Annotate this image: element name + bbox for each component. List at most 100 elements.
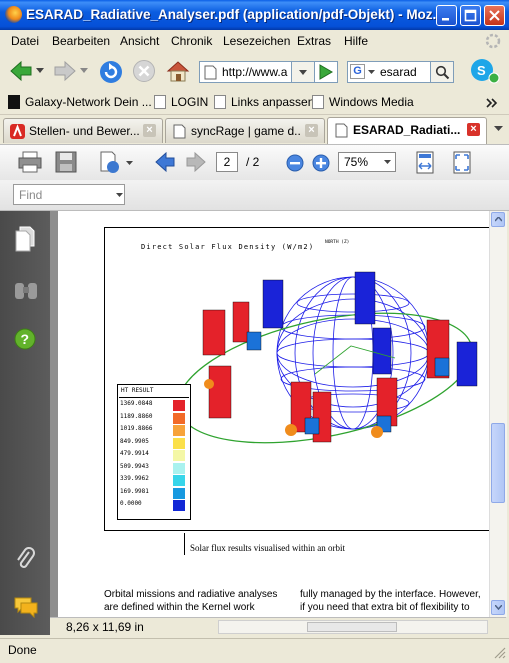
pdf-info-bar: 8,26 x 11,69 in — [50, 617, 506, 636]
menu-datei[interactable]: Datei — [11, 34, 40, 48]
stop-icon[interactable] — [132, 59, 156, 83]
legend-swatch — [173, 475, 185, 486]
skype-icon[interactable]: S — [468, 56, 502, 86]
pdf-page: Direct Solar Flux Density (W/m2) NORTH (… — [58, 211, 489, 617]
tab-syncrage[interactable]: syncRage | game d... × — [165, 118, 325, 143]
print-icon[interactable] — [17, 151, 43, 173]
find-dropdown-icon[interactable] — [116, 193, 123, 198]
legend-swatch — [173, 412, 185, 424]
page-icon — [154, 95, 166, 109]
menu-ansicht[interactable]: Ansicht — [120, 34, 160, 48]
status-text: Done — [8, 643, 37, 657]
firefox-logo-icon — [5, 6, 22, 23]
legend-swatch — [173, 425, 185, 436]
horizontal-scrollbar[interactable] — [218, 620, 488, 634]
page-total: / 2 — [246, 155, 260, 169]
body-line: if you need that extra bit of flexibilit… — [300, 602, 470, 613]
tab-list-dropdown-icon[interactable] — [494, 126, 503, 132]
comments-icon[interactable] — [14, 596, 38, 618]
tab-close-icon[interactable]: × — [467, 123, 480, 136]
menu-lesezeichen[interactable]: Lesezeichen — [223, 34, 291, 48]
figure-title: Direct Solar Flux Density (W/m2) — [141, 243, 315, 251]
page-icon — [335, 123, 348, 138]
zoom-out-icon[interactable] — [286, 154, 304, 172]
search-input[interactable]: esarad — [380, 65, 417, 79]
go-arrow-icon[interactable] — [318, 64, 334, 80]
back-dropdown-icon[interactable] — [36, 68, 44, 74]
figure-caption: Solar flux results visualised within an … — [190, 543, 345, 553]
reload-icon[interactable] — [98, 59, 124, 85]
tab-close-icon[interactable]: × — [143, 124, 156, 137]
page-icon — [173, 124, 186, 139]
paperclip-icon[interactable] — [14, 546, 36, 572]
fit-width-icon[interactable] — [415, 151, 435, 175]
chevron-more-icon[interactable] — [486, 98, 498, 108]
find-input[interactable]: Find — [13, 184, 125, 205]
close-button[interactable] — [484, 5, 505, 26]
forward-arrow-icon[interactable] — [52, 59, 78, 83]
body-line: are defined within the Kernel work — [104, 602, 255, 613]
bookmark-windows-media[interactable]: Windows Media — [312, 95, 414, 109]
search-bar[interactable]: G esarad — [347, 61, 453, 83]
page-icon — [312, 95, 324, 109]
bookmark-links-anpassen[interactable]: Links anpassen — [214, 95, 314, 109]
caption-rule — [184, 533, 185, 555]
zoom-select[interactable]: 75% — [338, 152, 396, 172]
pdf-sidebar: ? — [0, 211, 50, 635]
body-column-left: Orbital missions and radiative analyses … — [104, 588, 294, 614]
tab-close-icon[interactable]: × — [305, 124, 318, 137]
tab-stellen[interactable]: Stellen- und Bewer... × — [3, 118, 163, 143]
pages-icon[interactable] — [14, 226, 36, 252]
zoom-dropdown-icon[interactable] — [384, 160, 391, 165]
horizontal-scroll-thumb[interactable] — [307, 622, 397, 632]
save-disk-icon[interactable] — [54, 151, 78, 173]
menu-hilfe[interactable]: Hilfe — [344, 34, 369, 48]
throbber-icon — [485, 33, 501, 49]
tab-label: ESARAD_Radiati... — [353, 123, 461, 137]
legend-value: 169.9981 — [120, 487, 149, 495]
next-page-icon[interactable] — [185, 151, 207, 173]
tab-esarad[interactable]: ESARAD_Radiati... × — [327, 117, 487, 144]
tools-dropdown-icon[interactable] — [126, 161, 133, 166]
legend-value: 0.0000 — [120, 500, 142, 507]
forward-dropdown-icon[interactable] — [80, 68, 88, 74]
engine-dropdown-icon[interactable] — [368, 70, 375, 75]
resize-grip-icon[interactable] — [494, 647, 506, 659]
legend-title: HT RESULT — [121, 387, 154, 394]
galaxy-favicon-icon — [8, 95, 20, 109]
scroll-thumb[interactable] — [491, 423, 505, 503]
url-dropdown-button[interactable] — [291, 61, 315, 83]
binoculars-icon[interactable] — [14, 279, 38, 301]
scroll-up-button[interactable] — [491, 212, 505, 227]
document-tools-icon[interactable] — [98, 151, 124, 175]
find-bar: Find — [0, 180, 509, 211]
bookmark-galaxy-network[interactable]: Galaxy-Network Dein ... — [8, 95, 152, 109]
search-button[interactable] — [430, 61, 454, 83]
help-icon[interactable]: ? — [14, 328, 36, 350]
page-icon — [204, 65, 217, 80]
legend-value: 1189.8860 — [120, 412, 153, 420]
back-arrow-icon[interactable] — [8, 59, 34, 83]
previous-page-icon[interactable] — [154, 151, 176, 173]
solar-flux-figure: Direct Solar Flux Density (W/m2) NORTH (… — [104, 227, 489, 531]
menu-bearbeiten[interactable]: Bearbeiten — [52, 34, 111, 48]
legend-value: 849.9905 — [120, 437, 149, 445]
window-title: ESARAD_Radiative_Analyser.pdf (applicati… — [26, 7, 444, 22]
page-number-input[interactable]: 2 — [216, 152, 238, 172]
chevron-down-icon — [299, 70, 307, 75]
scroll-down-button[interactable] — [491, 600, 505, 615]
vertical-scrollbar[interactable] — [489, 211, 507, 617]
fit-page-icon[interactable] — [451, 151, 473, 175]
chevron-up-icon — [495, 217, 502, 222]
legend-value: 1369.0848 — [120, 400, 153, 407]
google-engine-icon[interactable]: G — [350, 64, 365, 79]
minimize-button[interactable] — [436, 5, 457, 26]
legend-swatch — [173, 487, 185, 499]
menu-extras[interactable]: Extras — [297, 34, 332, 48]
legend-value: 1019.8866 — [120, 425, 153, 432]
maximize-button[interactable] — [460, 5, 481, 26]
menu-chronik[interactable]: Chronik — [171, 34, 213, 48]
home-icon[interactable] — [165, 59, 191, 83]
bookmark-login[interactable]: LOGIN — [154, 95, 208, 109]
zoom-in-icon[interactable] — [312, 154, 330, 172]
